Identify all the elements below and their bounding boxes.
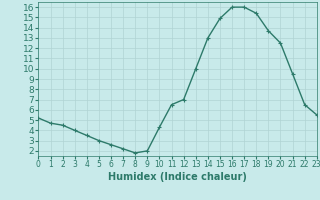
X-axis label: Humidex (Indice chaleur): Humidex (Indice chaleur) [108,172,247,182]
